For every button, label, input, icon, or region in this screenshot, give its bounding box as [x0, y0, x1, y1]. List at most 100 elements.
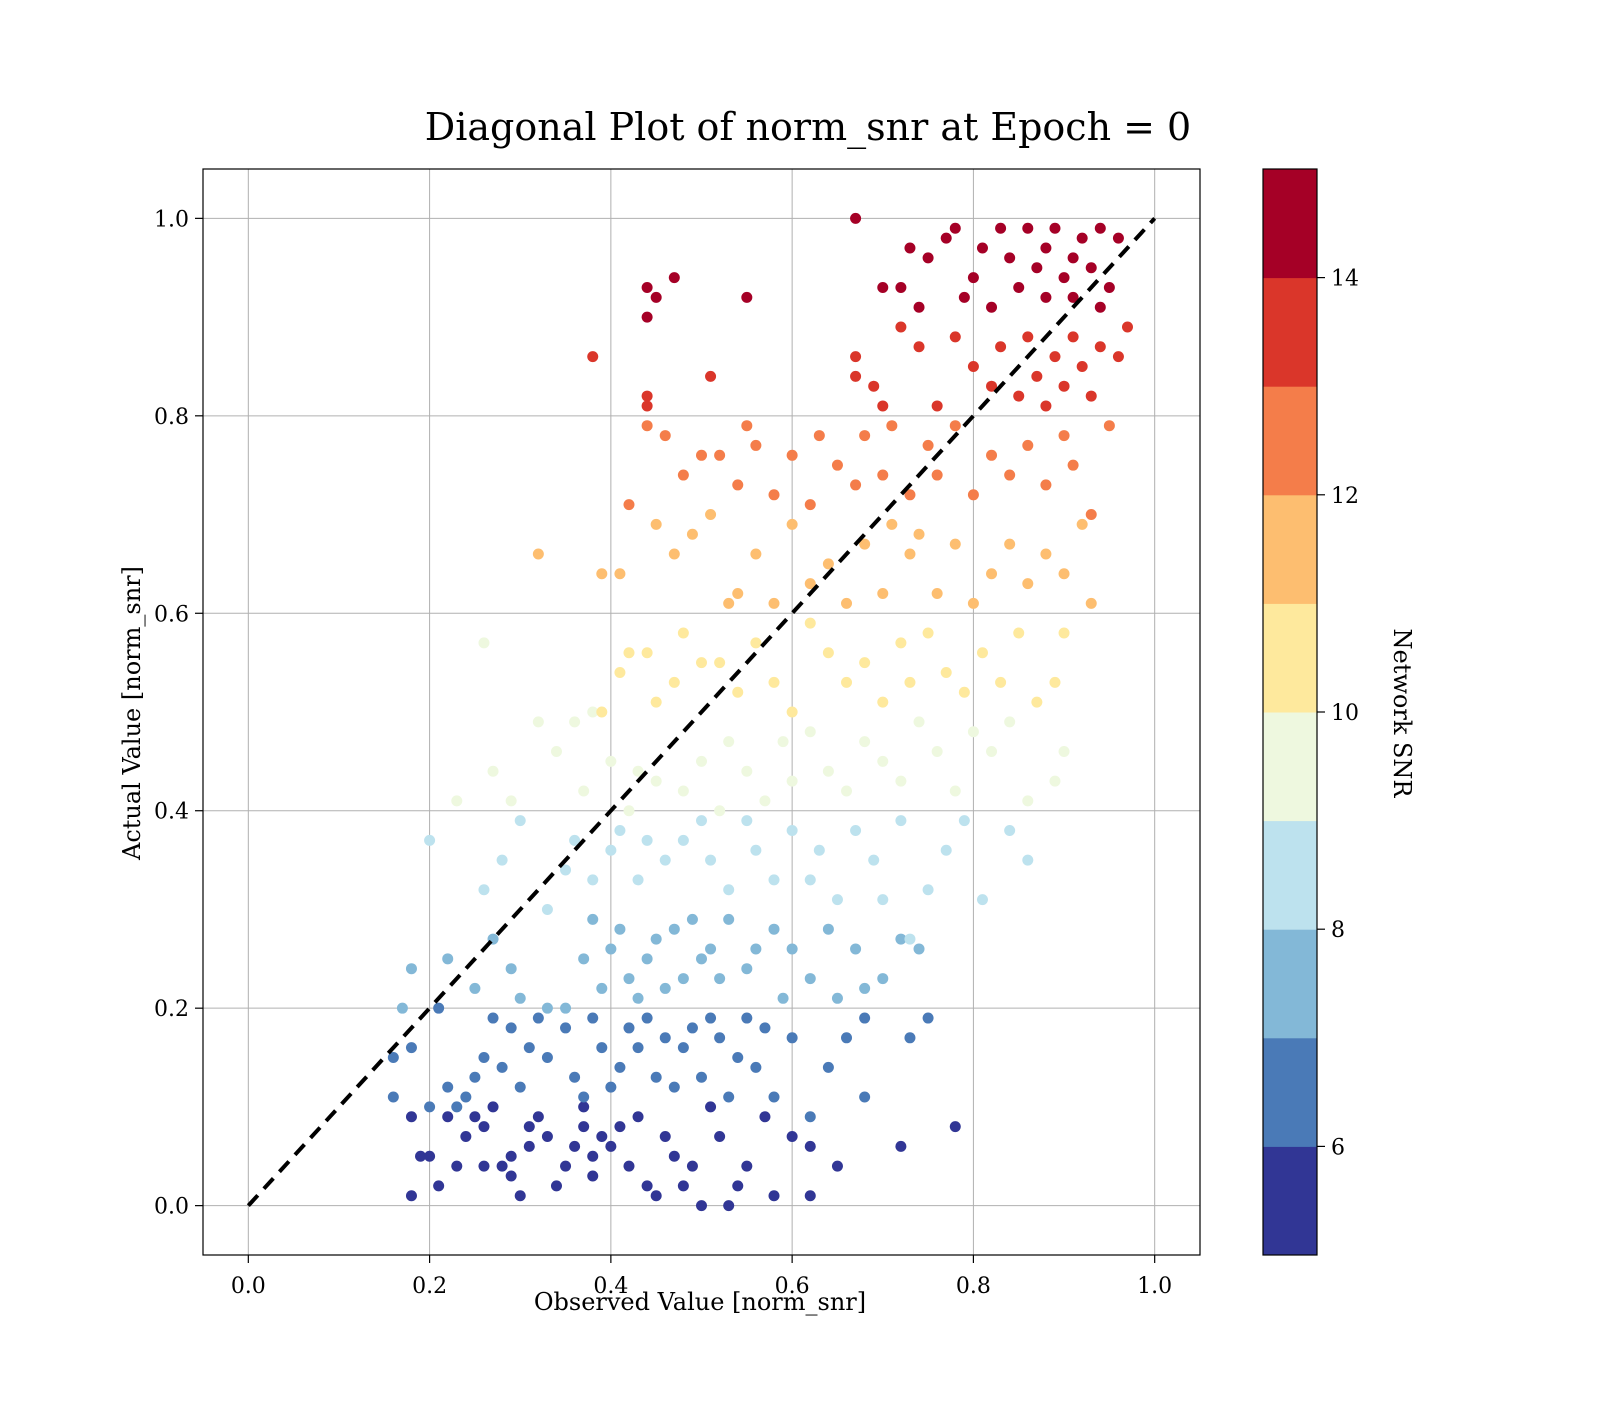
scatter-point — [1022, 578, 1034, 590]
scatter-point — [668, 548, 680, 560]
scatter-point — [750, 439, 762, 451]
scatter-point — [614, 568, 626, 580]
scatter-point — [596, 706, 608, 718]
scatter-point — [641, 281, 653, 293]
scatter-point — [424, 834, 436, 846]
scatter-point — [451, 1160, 463, 1172]
scatter-point — [596, 982, 608, 994]
scatter-point — [995, 341, 1007, 353]
colorbar-segment — [1263, 1037, 1317, 1147]
scatter-point — [714, 657, 726, 669]
scatter-point — [1076, 360, 1088, 372]
colorbar-tick-label: 10 — [1331, 701, 1359, 726]
scatter-point — [714, 805, 726, 817]
scatter-point — [859, 430, 871, 442]
scatter-point — [895, 281, 907, 293]
scatter-point — [986, 301, 998, 313]
scatter-point — [777, 736, 789, 748]
scatter-point — [822, 923, 834, 935]
scatter-point — [714, 449, 726, 461]
points-layer — [387, 212, 1133, 1212]
scatter-point — [741, 1160, 753, 1172]
scatter-point — [614, 667, 626, 679]
scatter-point — [786, 518, 798, 530]
scatter-point — [460, 1091, 472, 1103]
scatter-point — [1040, 400, 1052, 412]
scatter-point — [1013, 627, 1025, 639]
scatter-point — [714, 1131, 726, 1143]
scatter-point — [668, 923, 680, 935]
scatter-point — [868, 854, 880, 866]
scatter-point — [804, 578, 816, 590]
scatter-point — [786, 943, 798, 955]
scatter-point — [1004, 716, 1016, 728]
scatter-point — [514, 1081, 526, 1093]
scatter-point — [478, 1121, 490, 1133]
scatter-point — [904, 489, 916, 501]
scatter-point — [650, 775, 662, 787]
scatter-point — [415, 1150, 427, 1162]
scatter-point — [714, 1032, 726, 1044]
scatter-point — [1049, 351, 1061, 363]
scatter-point — [514, 992, 526, 1004]
scatter-point — [949, 222, 961, 234]
scatter-point — [1067, 291, 1079, 303]
scatter-point — [442, 1081, 454, 1093]
scatter-point — [831, 894, 843, 906]
scatter-point — [1031, 370, 1043, 382]
scatter-point — [686, 913, 698, 925]
scatter-point — [949, 331, 961, 343]
scatter-point — [505, 963, 517, 975]
x-tick-label: 0.0 — [231, 1274, 266, 1299]
scatter-point — [1112, 351, 1124, 363]
scatter-point — [859, 1091, 871, 1103]
scatter-point — [659, 982, 671, 994]
scatter-point — [804, 874, 816, 886]
scatter-point — [696, 1200, 707, 1212]
scatter-point — [732, 588, 744, 600]
scatter-point — [949, 420, 961, 432]
scatter-point — [541, 903, 553, 915]
scatter-point — [623, 1022, 635, 1034]
scatter-point — [469, 1111, 481, 1123]
scatter-point — [1085, 597, 1097, 609]
scatter-point — [850, 351, 862, 363]
scatter-point — [1031, 262, 1043, 274]
grid-layer — [203, 169, 1200, 1255]
scatter-point — [786, 449, 798, 461]
x-tick-label: 1.0 — [1137, 1274, 1172, 1299]
scatter-point — [650, 696, 662, 708]
scatter-point — [1058, 380, 1070, 392]
scatter-point — [686, 528, 698, 540]
scatter-point — [605, 1140, 617, 1152]
scatter-point — [451, 795, 463, 807]
scatter-point — [913, 341, 925, 353]
scatter-point — [469, 982, 481, 994]
scatter-point — [650, 291, 662, 303]
scatter-point — [750, 844, 762, 856]
scatter-point — [723, 1200, 735, 1212]
scatter-point — [1058, 745, 1070, 757]
scatter-point — [1067, 459, 1079, 471]
scatter-point — [1004, 469, 1016, 481]
scatter-point — [696, 815, 707, 827]
scatter-point — [614, 824, 626, 836]
scatter-point — [877, 696, 889, 708]
scatter-point — [967, 360, 979, 372]
scatter-point — [523, 1042, 535, 1054]
scatter-point — [1013, 281, 1025, 293]
scatter-point — [623, 973, 635, 985]
scatter-point — [759, 1111, 771, 1123]
scatter-point — [1067, 331, 1079, 343]
scatter-point — [895, 321, 907, 333]
scatter-point — [958, 815, 970, 827]
scatter-point — [904, 548, 916, 560]
scatter-point — [913, 528, 925, 540]
scatter-point — [623, 499, 635, 511]
scatter-point — [578, 953, 590, 965]
scatter-point — [623, 805, 635, 817]
scatter-point — [641, 1012, 653, 1024]
scatter-point — [433, 1180, 445, 1192]
scatter-point — [487, 765, 499, 777]
scatter-point — [813, 844, 825, 856]
